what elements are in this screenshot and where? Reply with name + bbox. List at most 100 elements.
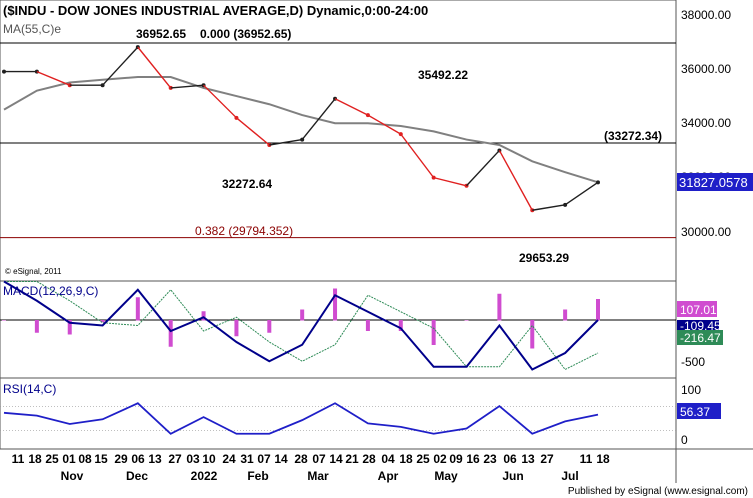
price-segment (433, 176, 467, 187)
x-tick-day: 14 (274, 452, 288, 466)
x-tick-month: Nov (61, 469, 84, 483)
macd-histogram-bar (530, 320, 535, 349)
x-tick-day: 06 (131, 452, 145, 466)
macd-y-tick: -500 (681, 355, 705, 369)
x-tick-day: 15 (94, 452, 108, 466)
rsi-y-tick: 0 (681, 433, 688, 447)
x-tick-day: 07 (312, 452, 326, 466)
macd-line-value: -109.45 (680, 319, 721, 333)
rsi-y-tick: 100 (681, 383, 701, 397)
rsi-value-box (677, 403, 721, 419)
macd-histogram-bar (596, 299, 600, 321)
macd-histogram-bar (300, 309, 305, 321)
macd-histogram-bar (135, 297, 140, 321)
macd-line (3, 280, 599, 371)
x-tick-day: 28 (294, 452, 308, 466)
price-segment (466, 149, 500, 187)
macd-signal-line (4, 281, 599, 371)
price-segment (36, 70, 71, 86)
x-tick-day: 07 (257, 452, 271, 466)
macd-histogram-bar (2, 320, 6, 321)
price-segment (203, 84, 237, 119)
x-tick-month: Apr (378, 469, 399, 483)
x-tick-day: 03 (186, 452, 200, 466)
copyright: © eSignal, 2011 (5, 267, 62, 276)
rsi-layer (0, 402, 676, 435)
rsi-label: RSI(14,C) (3, 382, 56, 396)
macd-histogram-bar (234, 320, 239, 337)
annotation-level-right: (33272.34) (604, 129, 662, 143)
rsi-panel-frame (0, 377, 677, 450)
x-tick-day: 13 (148, 452, 162, 466)
x-tick-day: 01 (62, 452, 76, 466)
annotation-fib0: 0.000 (36952.65) (200, 27, 291, 41)
price-segment (367, 114, 402, 135)
x-tick-day: 13 (521, 452, 535, 466)
annotation-mar-low: 32272.64 (222, 177, 272, 191)
price-y-axis: 38000.00 36000.00 34000.00 32000.00 3000… (681, 8, 731, 239)
macd-hist-value: 107.01 (680, 303, 717, 317)
x-tick-day: 28 (362, 452, 376, 466)
x-tick-day: 27 (540, 452, 554, 466)
macd-histogram-bar (398, 320, 403, 331)
price-segment (532, 204, 566, 211)
macd-histogram-bar (563, 309, 568, 321)
x-tick-day: 23 (483, 452, 497, 466)
last-price-box (677, 173, 753, 191)
price-y-tick: 34000.00 (681, 116, 731, 130)
x-tick-day: 11 (12, 452, 25, 466)
x-tick-day: 21 (345, 452, 359, 466)
macd-panel-frame (0, 280, 677, 379)
x-tick-month: May (434, 469, 458, 483)
macd-histogram-bar (168, 320, 173, 347)
macd-histogram-bar (365, 320, 370, 331)
ma-line (3, 76, 599, 184)
rsi-value: 56.37 (680, 405, 710, 419)
x-tick-day: 09 (449, 452, 463, 466)
price-segment (498, 150, 533, 211)
price-point (596, 180, 600, 185)
x-tick-day: 04 (381, 452, 395, 466)
x-tick-day: 10 (202, 452, 216, 466)
x-tick-day: 14 (329, 452, 343, 466)
macd-histogram-bar (100, 320, 105, 323)
x-tick-day: 16 (466, 452, 480, 466)
x-tick-day: 31 (240, 452, 254, 466)
price-layer (0, 42, 676, 239)
price-segment (334, 98, 369, 116)
chart-title: ($INDU - DOW JONES INDUSTRIAL AVERAGE,D)… (3, 3, 428, 18)
price-segment (102, 46, 139, 86)
x-tick-month: Jun (502, 469, 523, 483)
price-panel-frame (0, 0, 677, 282)
x-tick-month: Feb (247, 469, 268, 483)
x-axis: 11 18 25 01 08 15 29 06 13 27 03 10 24 31 07 14 28 07 14 21… (12, 452, 610, 483)
macd-layer (0, 280, 676, 371)
x-tick-day: 02 (433, 452, 447, 466)
x-tick-month: Mar (307, 469, 329, 483)
x-tick-day: 24 (222, 452, 236, 466)
price-y-tick: 30000.00 (681, 225, 731, 239)
macd-histogram-bar (67, 320, 72, 335)
price-segment (301, 98, 336, 141)
x-tick-day: 25 (45, 452, 59, 466)
price-segment (170, 84, 204, 89)
macd-histogram-bar (333, 288, 338, 321)
annotation-high: 36952.65 (136, 27, 186, 41)
price-y-tick: 38000.00 (681, 8, 731, 22)
macd-hist-box (677, 301, 717, 317)
x-tick-day: 18 (28, 452, 42, 466)
macd-histogram-bar (431, 320, 436, 345)
annotation-fib382: 0.382 (29794.352) (195, 224, 293, 238)
x-tick-day: 06 (503, 452, 517, 466)
macd-signal-value: -216.47 (680, 331, 721, 345)
rsi-line (3, 402, 599, 435)
macd-histogram-bar (267, 320, 272, 333)
macd-histogram-bar (497, 293, 502, 321)
x-tick-day: 08 (78, 452, 92, 466)
x-tick-day: 29 (114, 452, 128, 466)
price-segment (235, 117, 270, 146)
price-segment (137, 46, 172, 89)
price-segment (269, 138, 303, 146)
macd-histogram-bar (464, 320, 469, 321)
